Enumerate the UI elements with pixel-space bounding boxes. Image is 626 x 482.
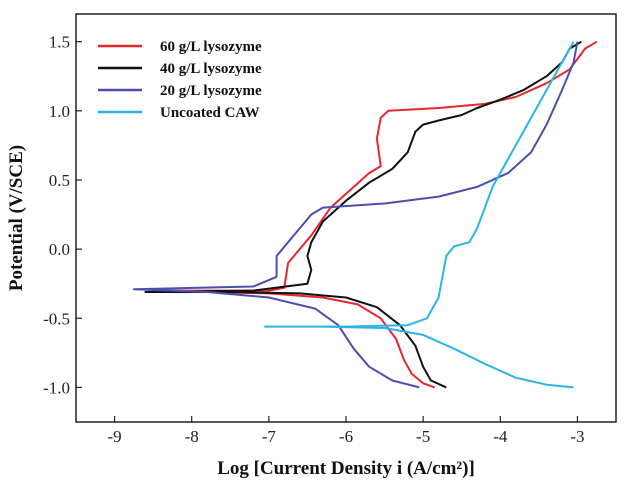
axis-ticks: -9 -8 -7 -6 -5 -4 -3 -1.0 -0.5 0.0 0.5 1.0 1.5 — [43, 33, 584, 446]
legend: 60 g/L lysozyme 40 g/L lysozyme 20 g/L lys… — [98, 39, 262, 121]
series-line-3 — [132, 41, 579, 389]
x-tick-label: -7 — [262, 427, 277, 446]
legend-label: 20 g/L lysozyme — [160, 83, 262, 99]
x-tick-label: -3 — [570, 427, 584, 446]
y-tick-label: -0.5 — [43, 309, 70, 328]
y-tick-label: 1.0 — [49, 102, 70, 121]
y-tick-label: 1.5 — [49, 33, 70, 52]
x-tick-label: -9 — [107, 427, 121, 446]
y-tick-label: 0.5 — [49, 171, 70, 190]
x-tick-label: -6 — [339, 427, 353, 446]
series-lines — [132, 40, 598, 389]
y-tick-label: -1.0 — [43, 378, 70, 397]
x-tick-label: -5 — [416, 427, 430, 446]
x-tick-label: -8 — [185, 427, 199, 446]
y-tick-label: 0.0 — [49, 240, 70, 259]
x-axis-title: Log [Current Density i (A/cm²)] — [217, 458, 475, 479]
x-tick-label: -4 — [493, 427, 508, 446]
legend-label: Uncoated CAW — [160, 105, 260, 121]
series-line-4 — [264, 41, 575, 389]
legend-label: 60 g/L lysozyme — [160, 39, 262, 55]
legend-label: 40 g/L lysozyme — [160, 61, 262, 77]
y-axis-title: Potential (V/SCE) — [6, 145, 27, 291]
series-line-2 — [144, 40, 582, 389]
plot-frame — [75, 13, 617, 423]
